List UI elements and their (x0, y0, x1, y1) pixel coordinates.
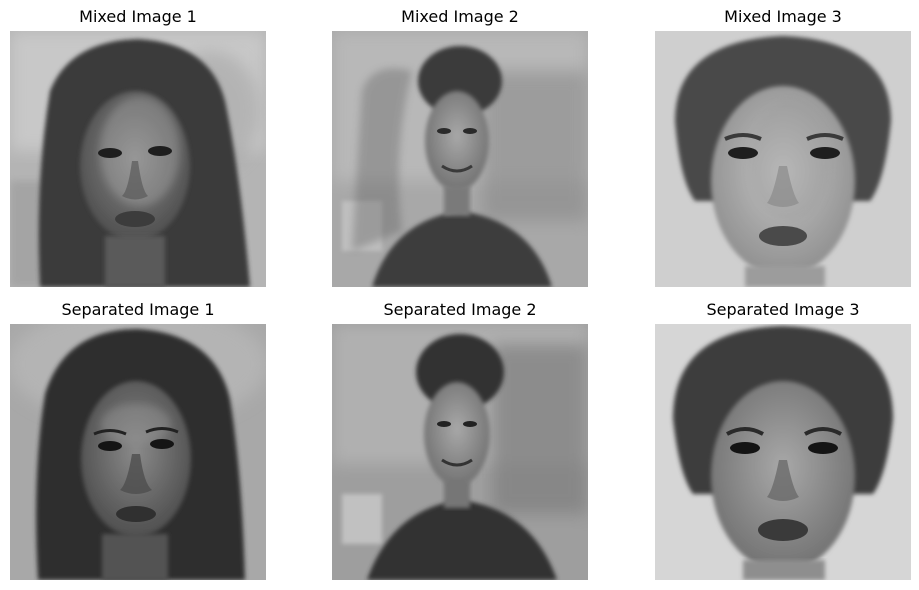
portrait-image (10, 324, 266, 580)
panel-title: Mixed Image 2 (401, 7, 519, 26)
panel-title: Separated Image 1 (61, 300, 215, 319)
panel-title: Mixed Image 3 (724, 7, 842, 26)
portrait-image (10, 31, 266, 287)
portrait-image (332, 31, 588, 287)
panel-title: Separated Image 3 (706, 300, 860, 319)
panel-title: Mixed Image 1 (79, 7, 197, 26)
portrait-image (655, 324, 911, 580)
portrait-image (332, 324, 588, 580)
portrait-image (655, 31, 911, 287)
panel-title: Separated Image 2 (383, 300, 537, 319)
